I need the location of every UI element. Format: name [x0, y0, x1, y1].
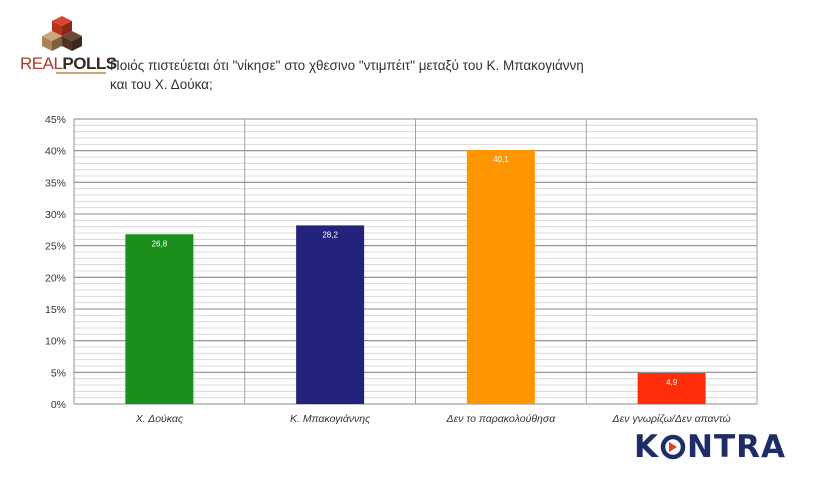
- logo-tagline: [56, 72, 106, 74]
- data-label: 28,2: [322, 230, 338, 239]
- y-tick-label: 5%: [51, 367, 66, 379]
- bar: [296, 225, 365, 404]
- x-tick-label: Δεν γνωρίζω/Δεν απαντώ: [612, 413, 731, 425]
- logo-real: REAL: [20, 54, 63, 73]
- y-tick-label: 10%: [45, 336, 66, 348]
- kontra-k: K: [634, 429, 660, 465]
- y-tick-label: 45%: [45, 114, 66, 126]
- logo-polls: POLLS: [62, 54, 117, 73]
- y-tick-label: 30%: [45, 209, 66, 221]
- y-tick-label: 20%: [45, 272, 66, 284]
- x-tick-label: Δεν το παρακολούθησα: [446, 413, 557, 425]
- x-tick-label: Χ. Δούκας: [135, 413, 184, 425]
- logo-wordmark: REALPOLLS: [20, 54, 117, 74]
- cubes-icon: [42, 16, 82, 51]
- data-label: 40,1: [493, 155, 509, 164]
- data-label: 26,8: [152, 239, 168, 248]
- y-tick-label: 25%: [45, 241, 66, 253]
- bar: [466, 150, 535, 404]
- kontra-logo: K NTRA: [634, 429, 786, 465]
- x-tick-label: Κ. Μπακογιάννης: [290, 413, 371, 425]
- bar: [125, 234, 194, 404]
- y-tick-label: 40%: [45, 146, 66, 158]
- y-tick-label: 15%: [45, 304, 66, 316]
- bar: [637, 372, 706, 404]
- power-icon: [660, 434, 686, 460]
- data-label: 4,9: [666, 378, 678, 387]
- y-tick-label: 35%: [45, 177, 66, 189]
- kontra-ntra: NTRA: [687, 429, 786, 465]
- chart-title: Ποιός πιστεύεται ότι "νίκησε" στο χθεσιν…: [110, 58, 584, 92]
- y-tick-label: 0%: [51, 399, 66, 411]
- realpolls-logo: REALPOLLS: [20, 14, 117, 74]
